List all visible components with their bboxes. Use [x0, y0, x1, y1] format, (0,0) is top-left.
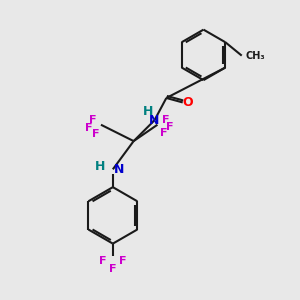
Text: F: F	[160, 128, 167, 138]
Text: N: N	[114, 163, 125, 176]
Text: F: F	[99, 256, 106, 266]
Text: F: F	[119, 256, 127, 266]
Text: F: F	[89, 115, 96, 125]
Text: CH₃: CH₃	[245, 51, 265, 61]
Text: F: F	[162, 115, 169, 125]
Text: F: F	[109, 264, 117, 274]
Text: F: F	[92, 129, 99, 139]
Text: H: H	[143, 106, 153, 118]
Text: O: O	[183, 96, 194, 109]
Text: H: H	[95, 160, 105, 173]
Text: F: F	[166, 122, 173, 132]
Text: N: N	[149, 114, 160, 127]
Text: F: F	[85, 123, 93, 133]
